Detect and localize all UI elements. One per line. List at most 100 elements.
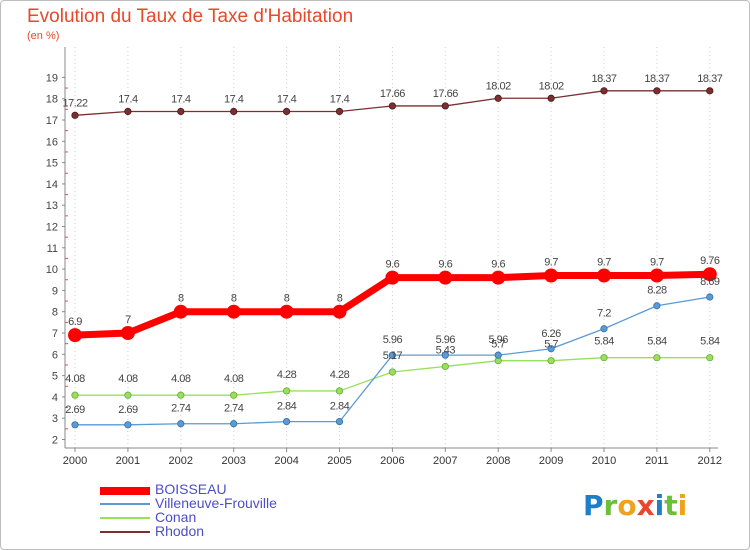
legend-label: Villeneuve-Frouville [155,495,277,511]
data-label: 17.66 [433,88,458,100]
data-label: 6.26 [541,328,561,340]
data-point [71,391,79,399]
data-point [335,418,344,426]
chart-unit-label: (en %) [27,30,60,42]
data-point [600,325,608,333]
data-label: 5.7 [491,339,505,351]
data-label: 5.43 [436,344,456,356]
data-point [177,391,185,399]
data-point [649,268,664,283]
data-point [544,268,559,283]
data-label: 9.7 [597,256,611,268]
data-point [71,421,79,429]
y-tick-label: 18 [46,94,58,106]
data-label: 17.4 [118,93,138,105]
data-label: 4.28 [277,369,297,381]
data-label: 8.28 [647,285,667,297]
data-label: 17.4 [171,93,191,105]
data-label: 17.4 [330,93,350,105]
data-point [282,107,291,116]
data-point [282,387,291,395]
data-label: 2.84 [330,401,350,413]
data-point [441,102,449,110]
data-label: 9.7 [544,256,558,268]
data-point [282,418,291,426]
data-label: 8.69 [700,276,720,288]
data-label: 5.96 [488,334,508,346]
y-tick-label: 4 [52,392,58,404]
data-label: 18.02 [539,80,564,92]
data-label: 9.6 [491,259,505,271]
data-label: 8 [337,293,343,305]
y-tick-label: 8 [52,307,58,319]
legend-swatch [100,487,150,495]
data-label: 5.84 [647,336,667,348]
x-tick-label: 2008 [486,455,510,467]
data-point [547,357,555,365]
y-tick-label: 15 [46,158,58,170]
data-point [600,87,608,95]
y-tick-label: 9 [52,285,58,297]
data-label: 4.08 [65,373,85,385]
y-tick-label: 2 [52,435,58,447]
y-tick-label: 17 [46,115,58,127]
data-label: 4.28 [330,369,350,381]
data-point [653,87,661,95]
y-tick-label: 5 [52,371,58,383]
data-point [653,354,661,362]
data-label: 9.6 [438,259,452,271]
y-tick-label: 19 [46,72,58,84]
data-label: 5.7 [544,339,558,351]
data-point [279,304,294,319]
data-label: 4.08 [224,373,244,385]
legend-label: BOISSEAU [155,481,227,497]
legend-label: Conan [155,509,197,525]
data-point [494,94,502,102]
data-point [702,267,717,282]
data-label: 5.17 [383,350,403,362]
data-point [388,102,396,110]
y-tick-label: 10 [46,264,58,276]
data-point [124,391,132,399]
data-label: 2.74 [224,403,244,415]
logo-letter: r [603,489,618,522]
data-point [230,420,238,428]
data-label: 8 [178,293,184,305]
y-tick-label: 13 [46,200,58,212]
y-tick-label: 12 [46,222,58,234]
data-label: 2.84 [277,401,297,413]
data-label: 18.37 [644,73,669,85]
y-tick-label: 14 [46,179,58,191]
data-point [388,351,396,359]
x-tick-label: 2009 [539,455,563,467]
data-point [600,354,608,362]
data-point [706,293,714,301]
data-point [706,354,714,362]
y-tick-label: 6 [52,349,58,361]
x-tick-label: 2003 [221,455,245,467]
data-label: 5.96 [383,334,403,346]
logo-letter: i [654,489,665,522]
y-tick-label: 7 [52,328,58,340]
data-point [547,345,555,353]
data-point [332,304,347,319]
data-point [385,270,400,285]
data-label: 17.66 [380,88,405,100]
data-point [706,87,714,95]
logo-letter: t [664,489,678,522]
x-tick-label: 2010 [592,455,616,467]
data-point [441,362,449,371]
data-point [547,94,555,102]
data-label: 2.69 [118,404,138,416]
logo-letter: x [636,489,655,522]
x-tick-label: 2004 [274,455,298,467]
x-tick-label: 2005 [327,455,351,467]
data-label: 18.02 [486,80,511,92]
data-point [68,328,82,343]
x-tick-label: 2001 [116,455,140,467]
x-tick-label: 2002 [169,455,193,467]
data-point [124,421,132,429]
y-tick-label: 11 [47,243,58,255]
data-label: 2.74 [171,403,191,415]
